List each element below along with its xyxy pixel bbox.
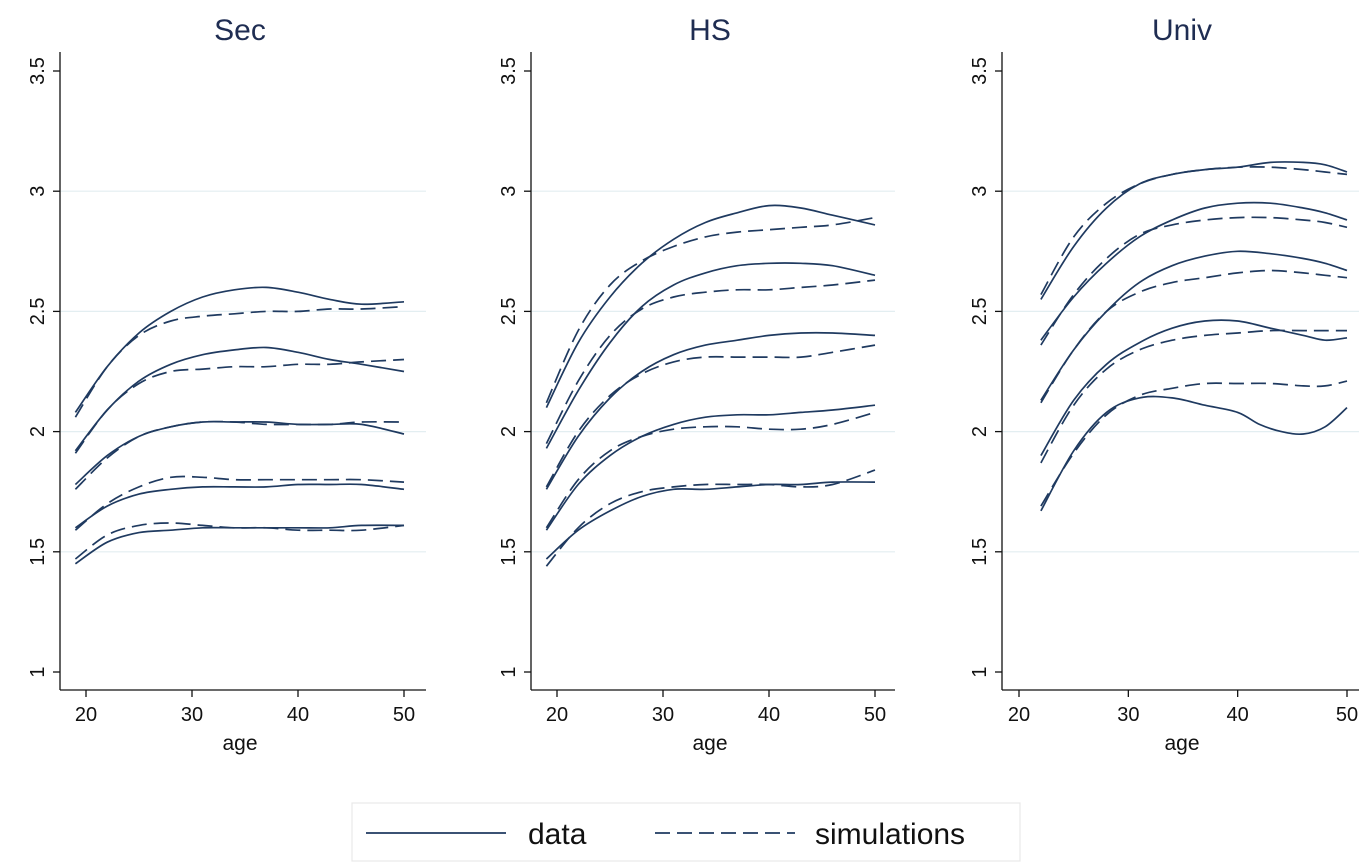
simulation-series-line [1040, 216, 1348, 346]
data-series-line [545, 331, 876, 490]
y-tick-label: 3.5 [27, 57, 49, 85]
x-tick-label: 40 [1227, 704, 1249, 726]
y-tick-label: 1 [27, 666, 49, 677]
data-series-line [545, 404, 876, 531]
simulation-series-line [1040, 380, 1348, 507]
simulation-series-line [545, 469, 876, 567]
simulation-series-line [545, 216, 876, 404]
simulation-series-line [1040, 166, 1348, 296]
panel-hs: HS age 1 1.5 2 2.5 3 3.5 20 30 40 50 [498, 14, 895, 755]
simulation-series-line [1040, 329, 1347, 464]
simulation-series-line [1040, 269, 1348, 404]
y-tick-label: 3 [27, 186, 49, 197]
y-tick-label: 2.5 [498, 297, 520, 325]
data-series-line [545, 262, 876, 449]
y-tick-label: 1.5 [969, 538, 991, 566]
panel-title: HS [689, 14, 731, 47]
legend-box [351, 802, 1021, 862]
y-tick-label: 3 [498, 186, 520, 197]
y-tick-label: 3.5 [969, 57, 991, 85]
x-axis-label: age [222, 732, 257, 755]
y-tick-label: 3 [969, 186, 991, 197]
data-series-line [545, 204, 876, 408]
data-series-line [74, 483, 405, 529]
simulation-series-line [74, 522, 405, 560]
x-tick-label: 50 [1336, 704, 1358, 726]
panel-univ: Univ age 1 1.5 2 2.5 3 3.5 20 30 40 50 [969, 14, 1359, 755]
data-series-line [74, 346, 405, 452]
panel-sec: Sec age 1 1.5 2 2.5 3 3.5 20 30 40 50 [27, 14, 426, 755]
simulation-series-line [74, 358, 405, 454]
y-tick-label: 2 [27, 426, 49, 437]
x-axis-label: age [692, 732, 727, 755]
data-series-line [1040, 319, 1348, 457]
x-tick-label: 20 [546, 704, 568, 726]
y-tick-label: 2 [498, 426, 520, 437]
y-tick-label: 2.5 [27, 297, 49, 325]
y-tick-label: 2.5 [969, 297, 991, 325]
simulation-series-line [74, 305, 405, 418]
y-tick-label: 2 [969, 426, 991, 437]
simulation-series-line [74, 475, 405, 531]
data-series-line [1040, 395, 1348, 512]
panel-title: Sec [214, 14, 266, 47]
x-tick-label: 30 [181, 704, 203, 726]
y-tick-label: 1.5 [27, 538, 49, 566]
x-tick-label: 30 [1117, 704, 1139, 726]
x-tick-label: 50 [393, 704, 415, 726]
x-tick-label: 20 [75, 704, 97, 726]
simulation-series-line [545, 411, 876, 529]
x-tick-label: 50 [864, 704, 886, 726]
panel-title: Univ [1152, 14, 1212, 47]
x-tick-label: 40 [758, 704, 780, 726]
simulation-series-line [74, 420, 405, 490]
y-tick-label: 3.5 [498, 57, 520, 85]
legend-label-data: data [528, 818, 587, 851]
data-series-line [545, 481, 876, 560]
y-tick-label: 1 [969, 666, 991, 677]
x-tick-label: 30 [652, 704, 674, 726]
data-series-line [1040, 161, 1348, 300]
simulation-series-line [545, 344, 876, 488]
y-tick-label: 1.5 [498, 538, 520, 566]
y-tick-label: 1 [498, 666, 520, 677]
x-tick-label: 20 [1008, 704, 1030, 726]
legend: data simulations [351, 802, 1021, 862]
simulation-series-line [545, 279, 876, 444]
x-tick-label: 40 [287, 704, 309, 726]
legend-label-simulations: simulations [815, 818, 965, 851]
data-series-line [1040, 201, 1348, 341]
x-axis-label: age [1164, 732, 1199, 755]
data-series-line [1040, 250, 1348, 401]
